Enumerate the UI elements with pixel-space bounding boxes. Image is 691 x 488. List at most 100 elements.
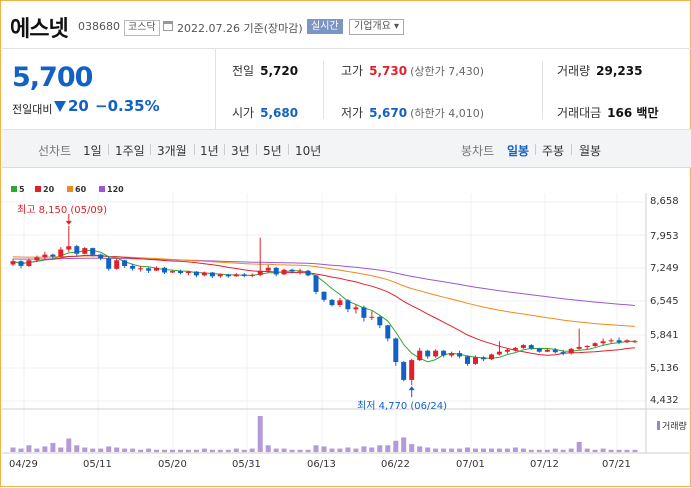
x-tick-label: 07/21: [602, 459, 631, 470]
current-price: 5,700: [12, 62, 93, 93]
volume-bar: [90, 448, 96, 452]
x-tick-label: 05/20: [158, 459, 187, 470]
market-badge: 코스닥: [124, 20, 160, 36]
volume-bar: [122, 448, 128, 452]
candle-body: [369, 316, 375, 318]
volume-bar: [536, 449, 542, 453]
candle-body: [608, 340, 614, 342]
volume-bar: [26, 445, 32, 453]
volume-bar: [289, 449, 295, 453]
tab-monthly[interactable]: 월봉: [579, 144, 602, 158]
y-tick-label: 5,841: [650, 330, 679, 341]
volume-bar: [417, 446, 423, 452]
candle-body: [50, 254, 56, 257]
volume-bar: [217, 449, 223, 453]
stat-trade-amount: 거래대금 166 백만: [557, 106, 659, 120]
volume-bar: [225, 449, 231, 453]
candle-body: [114, 260, 120, 269]
tab-10year[interactable]: 10년: [295, 144, 322, 158]
candle-body: [337, 300, 343, 305]
volume-bar: [66, 438, 72, 452]
change-label: 전일대비: [12, 103, 53, 116]
candle-body: [489, 354, 494, 360]
candle-body: [162, 267, 167, 273]
realtime-button[interactable]: 실시간: [307, 19, 343, 34]
tab-1year[interactable]: 1년: [200, 144, 219, 158]
candle-body: [544, 349, 550, 352]
candle-body: [504, 349, 510, 352]
candle-body: [201, 272, 207, 276]
candle-body: [536, 348, 542, 352]
candle-body: [417, 350, 423, 361]
volume-bar: [433, 448, 439, 452]
volume-bar: [592, 449, 598, 453]
volume-bar: [393, 440, 399, 453]
stock-header: 에스넷 038680 코스닥 2022.07.26 기준(장마감) 실시간 기업…: [2, 2, 691, 49]
tab-line-chart[interactable]: 선차트: [38, 144, 72, 158]
price-change-percent: −0.35%: [95, 97, 160, 115]
volume-bar: [457, 448, 463, 452]
volume-bar: [257, 416, 263, 452]
candle-body: [74, 246, 80, 254]
stock-name: 에스넷: [10, 17, 69, 42]
candle-body: [122, 260, 128, 266]
quote-date: 2022.07.26 기준(장마감): [177, 22, 303, 35]
volume-bar: [146, 448, 152, 452]
candle-body: [465, 356, 470, 364]
candle-body: [178, 271, 183, 273]
volume-bar: [584, 448, 590, 452]
candle-body: [185, 271, 191, 273]
volume-bar: [632, 449, 638, 453]
volume-bar: [361, 446, 367, 452]
volume-bar: [249, 448, 255, 452]
candle-body: [58, 249, 64, 257]
candle-body: [457, 353, 463, 357]
candle-body: [26, 260, 32, 266]
price-change: 20: [68, 97, 89, 115]
volume-bar: [512, 447, 518, 452]
candle-body: [233, 274, 239, 277]
tab-daily[interactable]: 일봉: [507, 144, 530, 158]
tab-weekly[interactable]: 주봉: [542, 144, 565, 158]
candle-body: [624, 340, 630, 343]
volume-bar: [528, 449, 534, 453]
x-tick-label: 05/31: [232, 459, 261, 470]
volume-bar: [98, 448, 104, 452]
volume-bar: [201, 448, 207, 452]
candle-body: [297, 270, 303, 272]
candle-body: [18, 261, 24, 266]
volume-bar: [106, 446, 112, 452]
candle-body: [138, 268, 144, 270]
legend-ma60: 60: [67, 185, 86, 194]
volume-bar: [10, 447, 16, 452]
volume-bar: [178, 449, 183, 453]
candle-body: [273, 267, 279, 275]
legend-ma5: 5: [11, 185, 25, 194]
tab-candle-chart[interactable]: 봉차트: [461, 144, 495, 158]
candle-body: [520, 345, 526, 348]
candle-body: [496, 351, 502, 355]
tab-3year[interactable]: 3년: [231, 144, 250, 158]
y-tick-label: 7,953: [650, 231, 679, 242]
y-tick-label: 7,249: [650, 263, 679, 274]
candle-body: [512, 347, 518, 350]
company-info-dropdown[interactable]: 기업개요 ▾: [349, 19, 404, 35]
volume-bar: [624, 449, 630, 453]
candle-body: [584, 346, 590, 347]
tab-3month[interactable]: 3개월: [157, 144, 187, 158]
candle-body: [193, 271, 199, 276]
x-tick-label: 06/13: [307, 459, 336, 470]
volume-bar: [265, 445, 271, 453]
volume-bar: [481, 448, 486, 452]
tab-1week[interactable]: 1주일: [115, 144, 145, 158]
volume-bar: [568, 448, 574, 452]
candle-body: [385, 325, 391, 339]
volume-bar: [345, 447, 351, 452]
tab-5year[interactable]: 5년: [263, 144, 282, 158]
volume-bar: [18, 448, 24, 452]
volume-bar: [369, 447, 375, 452]
volume-bar: [193, 449, 199, 453]
candle-body: [241, 274, 247, 276]
tab-1day[interactable]: 1일: [83, 144, 102, 158]
